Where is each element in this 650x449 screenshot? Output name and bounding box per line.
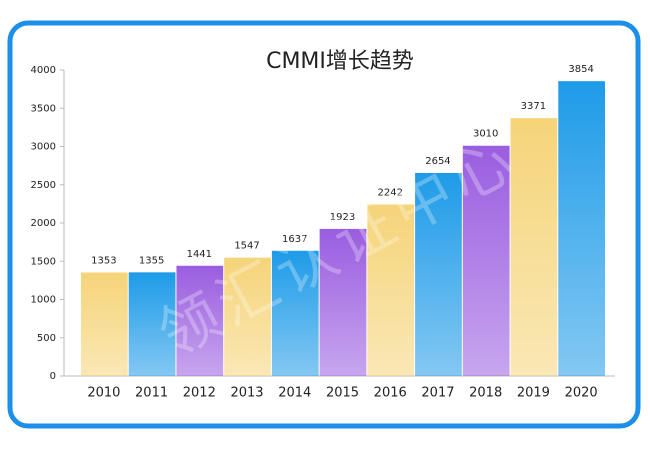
y-tick-label: 1500 <box>31 256 56 267</box>
bar <box>319 228 367 376</box>
bar <box>510 118 558 376</box>
x-tick-label: 2014 <box>278 386 311 401</box>
x-tick-label: 2015 <box>326 386 359 401</box>
bar <box>558 81 605 376</box>
y-tick-label: 4000 <box>31 65 56 76</box>
x-tick-label: 2018 <box>469 386 502 401</box>
bar <box>367 204 415 376</box>
x-tick-label: 2020 <box>565 386 598 401</box>
y-tick-label: 3500 <box>31 103 56 114</box>
y-tick-label: 3000 <box>31 142 56 153</box>
data-label: 3010 <box>473 129 498 140</box>
y-tick-label: 1000 <box>31 295 56 306</box>
data-label: 2654 <box>425 156 450 167</box>
bar <box>176 265 224 376</box>
bar <box>128 272 176 376</box>
bar <box>415 172 462 376</box>
data-label: 3854 <box>568 64 593 75</box>
data-label: 1441 <box>187 249 212 260</box>
bar <box>224 257 271 376</box>
bar <box>462 145 510 376</box>
bar <box>271 250 319 376</box>
data-label: 1355 <box>139 255 164 266</box>
x-tick-label: 2010 <box>87 386 120 401</box>
y-tick-label: 0 <box>50 371 56 382</box>
y-tick-label: 2000 <box>31 218 56 229</box>
data-label: 1637 <box>282 234 307 245</box>
chart-title: CMMI增长趋势 <box>266 49 414 74</box>
data-label: 2242 <box>378 187 403 198</box>
x-tick-label: 2013 <box>230 386 263 401</box>
data-label: 3371 <box>521 101 546 112</box>
data-label: 1547 <box>234 241 259 252</box>
x-tick-label: 2016 <box>374 386 407 401</box>
x-tick-label: 2012 <box>183 386 216 401</box>
bar <box>81 272 128 376</box>
data-label: 1923 <box>330 212 355 223</box>
y-tick-label: 500 <box>37 333 56 344</box>
x-tick-label: 2011 <box>135 386 168 401</box>
x-tick-label: 2019 <box>517 386 550 401</box>
data-label: 1353 <box>91 255 116 266</box>
x-tick-label: 2017 <box>421 386 454 401</box>
y-tick-label: 2500 <box>31 180 56 191</box>
